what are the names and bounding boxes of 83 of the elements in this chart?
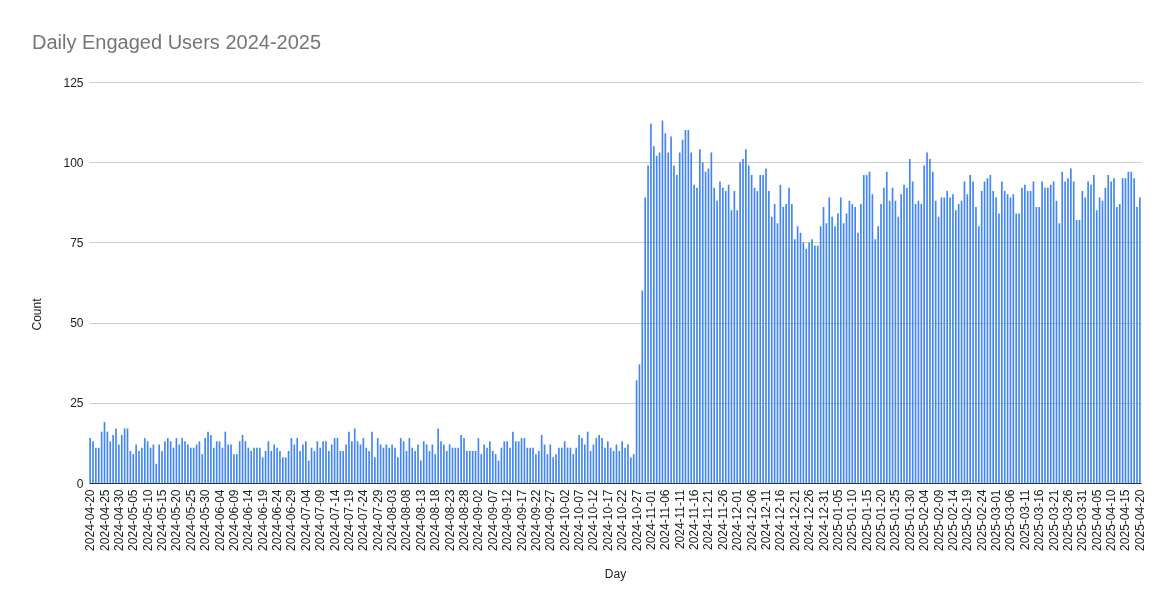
x-tick-label: 2024-09-07 <box>485 489 500 551</box>
x-tick-label: 2024-12-01 <box>730 489 745 551</box>
x-tick-label: 2024-10-07 <box>572 489 587 551</box>
x-tick-label: 2024-08-18 <box>428 489 443 551</box>
x-tick-label: 2024-11-06 <box>658 489 673 550</box>
x-tick-label: 2024-06-24 <box>270 489 285 551</box>
x-tick-label: 2024-12-16 <box>773 489 788 551</box>
x-tick-label: 2025-02-24 <box>974 489 989 551</box>
x-tick-label: 2025-01-15 <box>859 489 874 551</box>
x-tick-label: 2024-10-17 <box>600 489 615 551</box>
x-tick-label: 2025-03-21 <box>1046 489 1061 551</box>
x-tick-label: 2024-11-01 <box>643 489 658 550</box>
x-tick-label: 2024-05-30 <box>198 489 213 551</box>
x-tick-label: 2024-04-20 <box>83 489 98 551</box>
x-tick-label: 2024-07-24 <box>356 489 371 551</box>
x-tick-label: 2024-10-12 <box>586 489 601 551</box>
x-tick-label: 2024-12-06 <box>744 489 759 551</box>
x-tick-label: 2025-01-30 <box>902 489 917 551</box>
x-tick-label: 2024-05-25 <box>183 489 198 551</box>
x-tick-label: 2025-03-11 <box>1017 489 1032 550</box>
x-tick-label: 2024-05-10 <box>140 489 155 551</box>
chart-title: Daily Engaged Users 2024-2025 <box>32 31 322 53</box>
x-tick-label: 2025-02-19 <box>960 489 975 551</box>
x-tick-label: 2025-02-09 <box>931 489 946 551</box>
x-tick-label: 2024-09-02 <box>471 489 486 551</box>
y-tick-label: 100 <box>63 155 84 170</box>
y-tick-label: 75 <box>70 235 84 250</box>
x-tick-label: 2024-05-20 <box>169 489 184 551</box>
x-tick-label: 2024-10-22 <box>615 489 630 551</box>
x-tick-label: 2025-04-10 <box>1104 489 1119 551</box>
x-tick-label: 2025-02-14 <box>945 489 960 551</box>
x-tick-label: 2024-05-15 <box>155 489 170 551</box>
x-tick-label: 2024-08-13 <box>413 489 428 551</box>
x-tick-label: 2024-06-19 <box>255 489 270 551</box>
x-tick-label: 2024-06-14 <box>241 489 256 551</box>
x-tick-label: 2024-12-11 <box>758 489 773 550</box>
x-tick-label: 2025-01-20 <box>874 489 889 551</box>
x-tick-label: 2024-08-03 <box>385 489 400 551</box>
x-tick-label: 2025-04-20 <box>1132 489 1147 551</box>
x-tick-label: 2025-03-01 <box>989 489 1004 551</box>
y-tick-label: 25 <box>70 396 84 411</box>
y-tick-label: 50 <box>70 316 84 331</box>
x-tick-label: 2025-03-31 <box>1075 489 1090 551</box>
x-tick-label: 2024-10-27 <box>629 489 644 551</box>
x-tick-label: 2024-07-14 <box>327 489 342 551</box>
x-tick-label: 2024-11-11 <box>672 489 687 550</box>
x-tick-label: 2024-12-21 <box>787 489 802 551</box>
x-tick-label: 2024-11-26 <box>715 489 730 550</box>
x-tick-label: 2025-01-25 <box>888 489 903 551</box>
x-tick-label: 2025-03-06 <box>1003 489 1018 551</box>
x-tick-label: 2024-09-27 <box>543 489 558 551</box>
x-tick-label: 2024-08-08 <box>399 489 414 551</box>
x-tick-label: 2024-07-04 <box>298 489 313 551</box>
x-tick-label: 2025-04-05 <box>1089 489 1104 551</box>
y-tick-label: 0 <box>76 476 84 491</box>
x-tick-label: 2024-04-25 <box>97 489 112 551</box>
x-tick-label: 2025-03-16 <box>1032 489 1047 551</box>
x-tick-label: 2024-06-09 <box>226 489 241 551</box>
x-tick-label: 2024-10-02 <box>557 489 572 551</box>
x-tick-label: 2024-07-19 <box>341 489 356 551</box>
x-tick-label: 2024-09-12 <box>500 489 515 551</box>
x-tick-label: 2024-06-29 <box>284 489 299 551</box>
x-axis-title: Day <box>604 566 627 581</box>
x-tick-label: 2024-07-29 <box>370 489 385 551</box>
x-tick-label: 2025-02-04 <box>917 489 932 551</box>
x-tick-label: 2024-05-05 <box>126 489 141 551</box>
x-tick-label: 2025-01-10 <box>845 489 860 551</box>
x-tick-label: 2024-06-04 <box>212 489 227 551</box>
y-axis-title: Count <box>30 297 45 331</box>
x-tick-label: 2025-03-26 <box>1060 489 1075 551</box>
x-tick-label: 2024-12-26 <box>802 489 817 551</box>
x-tick-label: 2025-01-05 <box>830 489 845 551</box>
x-tick-label: 2024-04-30 <box>111 489 126 551</box>
x-tick-label: 2024-09-17 <box>514 489 529 551</box>
x-tick-label: 2024-12-31 <box>816 489 831 551</box>
x-tick-label: 2024-11-16 <box>687 489 702 550</box>
x-tick-label: 2024-08-28 <box>457 489 472 551</box>
x-tick-label: 2025-04-15 <box>1118 489 1133 551</box>
x-tick-label: 2024-08-23 <box>442 489 457 551</box>
y-tick-label: 125 <box>63 75 84 90</box>
x-tick-label: 2024-09-22 <box>528 489 543 551</box>
x-tick-label: 2024-11-21 <box>701 489 716 550</box>
x-tick-label: 2024-07-09 <box>313 489 328 551</box>
